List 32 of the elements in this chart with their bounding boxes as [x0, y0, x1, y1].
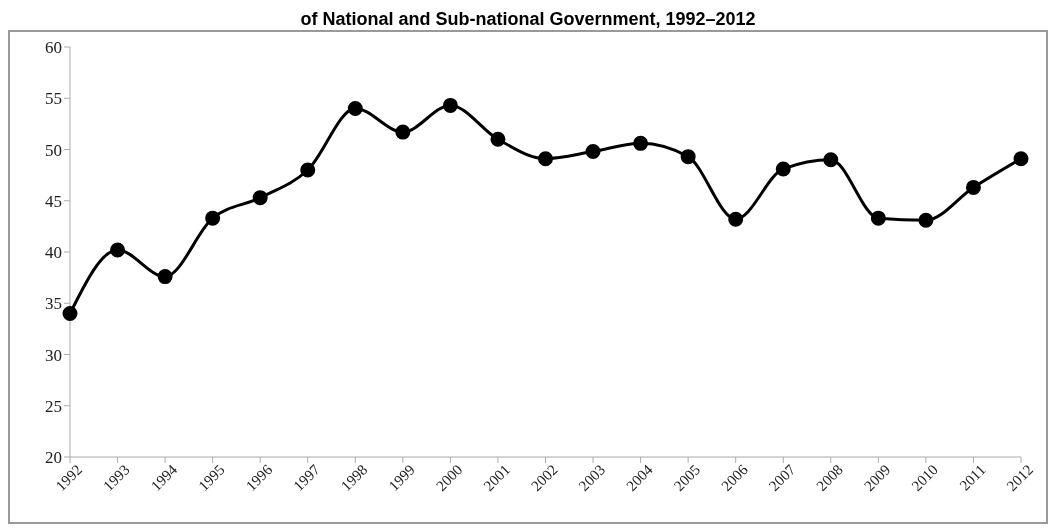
point [728, 211, 744, 227]
point [823, 152, 839, 168]
chart-title: of National and Sub-national Government, 1992–2012 [299, 8, 757, 30]
y-tick-label: 50 [45, 140, 62, 160]
point [300, 162, 316, 178]
point [442, 97, 458, 113]
y-tick-label: 60 [45, 38, 62, 58]
point [1013, 151, 1029, 167]
y-tick-label: 20 [45, 448, 62, 468]
point [395, 124, 411, 140]
y-tick-label: 55 [45, 89, 62, 109]
point [252, 190, 268, 206]
point [775, 161, 791, 177]
point [965, 179, 981, 195]
point [538, 151, 553, 167]
point [490, 131, 506, 147]
point [870, 210, 886, 226]
point [205, 210, 221, 226]
point [680, 149, 696, 165]
point [347, 101, 363, 116]
y-tick-label: 45 [45, 191, 62, 211]
point [585, 144, 601, 160]
point [633, 135, 649, 151]
point [62, 306, 78, 321]
y-tick-label: 25 [45, 396, 62, 416]
y-tick-label: 30 [45, 345, 62, 365]
point [110, 242, 126, 258]
x-tick-label: 2011 [956, 461, 989, 494]
point [918, 212, 934, 228]
y-tick-label: 35 [45, 294, 62, 314]
y-tick-label: 40 [45, 243, 62, 263]
point [157, 269, 173, 285]
